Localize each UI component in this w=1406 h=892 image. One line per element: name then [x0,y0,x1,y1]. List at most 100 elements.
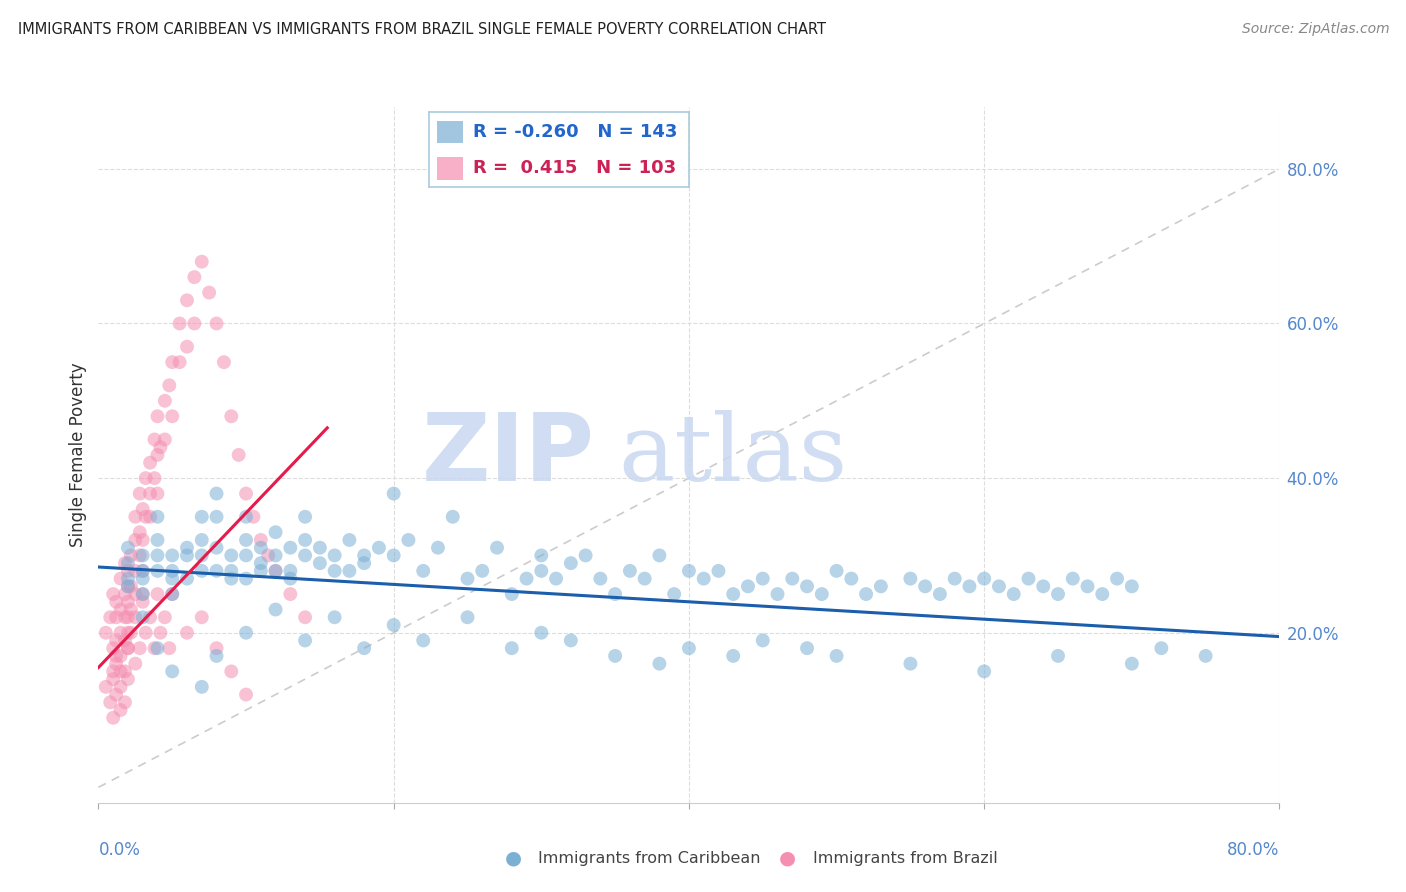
Point [339,533,360,547]
Point [94,625,117,640]
Point [900,572,922,586]
Point [162,355,183,369]
Point [501,587,523,601]
Point [235,572,257,586]
Point [456,610,478,624]
Point [530,625,553,640]
Point [162,564,183,578]
Point [149,625,172,640]
Point [114,610,136,624]
Point [132,610,155,624]
Point [278,572,302,586]
Point [110,572,132,586]
Point [191,564,214,578]
Point [235,486,257,500]
Point [723,587,745,601]
Point [648,549,671,563]
Point [353,641,375,656]
Point [264,549,287,563]
Point [110,665,132,679]
Point [117,595,139,609]
Point [132,587,155,601]
Point [139,456,162,470]
Point [228,448,250,462]
Point [1002,587,1025,601]
Point [205,564,228,578]
Point [162,587,183,601]
Point [412,564,434,578]
Point [124,564,146,578]
Point [205,509,228,524]
Point [309,541,332,555]
Point [751,572,773,586]
Point [146,509,169,524]
Point [353,549,375,563]
Point [205,317,228,331]
Point [98,695,121,709]
Point [105,610,128,624]
Point [257,549,280,563]
Point [678,641,700,656]
Point [959,579,981,593]
Point [1032,579,1054,593]
Point [205,641,228,656]
Point [1150,641,1173,656]
Point [1017,572,1039,586]
Point [191,680,214,694]
Text: 80.0%: 80.0% [1227,841,1279,859]
Point [183,317,205,331]
Point [103,711,125,725]
Point [135,509,157,524]
Point [648,657,671,671]
Text: Immigrants from Caribbean: Immigrants from Caribbean [538,851,761,865]
Point [169,355,191,369]
Point [869,579,891,593]
Point [114,633,136,648]
Point [117,541,139,555]
Point [235,688,257,702]
Text: Immigrants from Brazil: Immigrants from Brazil [813,851,997,865]
Point [973,665,995,679]
Point [323,549,346,563]
Point [124,509,146,524]
Point [128,641,150,656]
Point [114,665,136,679]
Point [132,587,155,601]
Point [110,703,132,717]
Point [219,564,242,578]
Point [589,572,612,586]
Point [176,625,198,640]
Point [103,641,125,656]
Point [219,409,242,424]
Point [339,564,360,578]
Point [132,564,155,578]
Point [382,618,405,632]
Point [146,486,169,500]
Point [124,657,146,671]
Point [162,409,183,424]
Point [128,549,150,563]
Point [605,648,627,663]
Point [219,549,242,563]
Point [105,648,128,663]
Text: R =  0.415   N = 103: R = 0.415 N = 103 [472,160,676,178]
Point [176,541,198,555]
Point [855,587,877,601]
Point [191,533,214,547]
Point [128,486,150,500]
Point [135,625,157,640]
Point [114,587,136,601]
Point [427,541,450,555]
Text: ZIP: ZIP [422,409,595,501]
Point [294,610,316,624]
Point [117,610,139,624]
Point [117,625,139,640]
Point [146,409,169,424]
Point [146,641,169,656]
Point [250,541,273,555]
Point [278,564,302,578]
Point [294,509,316,524]
Point [515,572,537,586]
Point [368,541,391,555]
Point [191,254,214,268]
